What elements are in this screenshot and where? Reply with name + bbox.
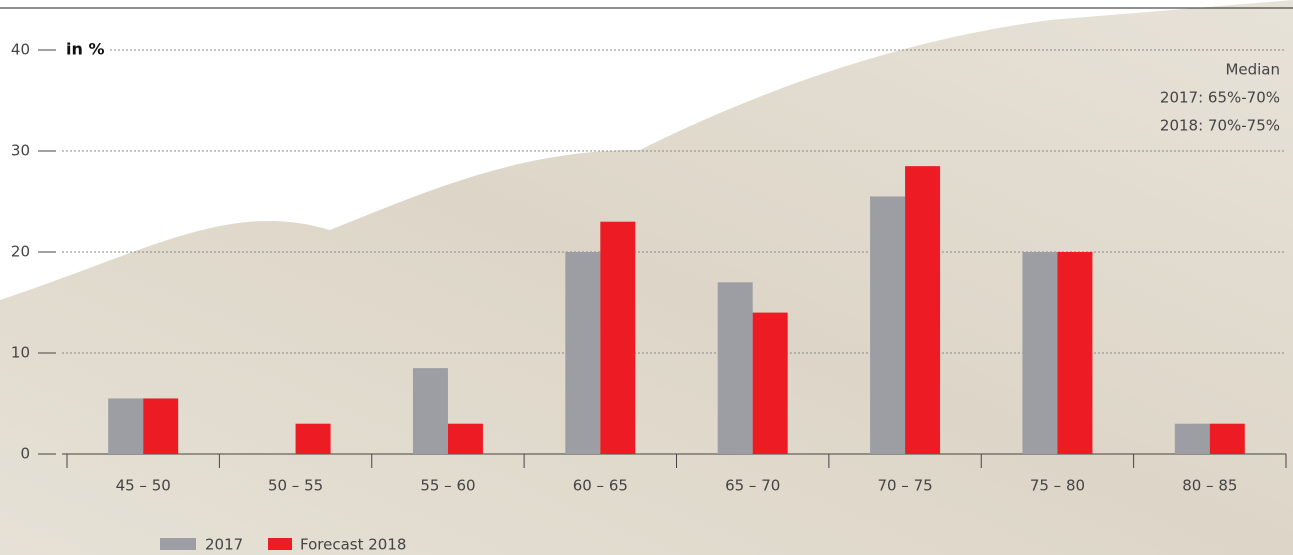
legend-swatch xyxy=(268,538,292,550)
bar xyxy=(1174,423,1210,454)
unit-label: in % xyxy=(66,40,104,59)
bar xyxy=(905,166,941,454)
annotation: 2018: 70%-75% xyxy=(1160,117,1280,135)
y-tick-label: 20 xyxy=(11,243,30,261)
bar xyxy=(565,252,601,454)
bar xyxy=(108,398,144,454)
legend-label: Forecast 2018 xyxy=(300,536,406,554)
bar xyxy=(295,423,331,454)
bar xyxy=(717,282,753,454)
bar xyxy=(143,398,179,454)
x-tick-label: 55 – 60 xyxy=(420,477,475,495)
bar xyxy=(600,221,636,454)
bar xyxy=(1022,252,1058,454)
y-tick-label: 0 xyxy=(20,445,30,463)
bar xyxy=(870,196,906,454)
bar xyxy=(412,368,448,454)
bar xyxy=(752,312,788,454)
bar xyxy=(1209,423,1245,454)
legend-swatch xyxy=(160,538,196,550)
x-tick-label: 60 – 65 xyxy=(573,477,628,495)
bar xyxy=(447,423,483,454)
annotation: Median xyxy=(1225,61,1280,79)
bar xyxy=(1057,252,1093,454)
x-tick-label: 70 – 75 xyxy=(877,477,932,495)
x-tick-label: 65 – 70 xyxy=(725,477,780,495)
y-tick-label: 10 xyxy=(11,344,30,362)
x-tick-label: 75 – 80 xyxy=(1030,477,1085,495)
y-tick-label: 30 xyxy=(11,142,30,160)
x-tick-label: 80 – 85 xyxy=(1182,477,1237,495)
y-tick-label: 40 xyxy=(11,41,30,59)
legend-label: 2017 xyxy=(205,536,243,554)
x-tick-label: 45 – 50 xyxy=(116,477,171,495)
x-tick-label: 50 – 55 xyxy=(268,477,323,495)
annotation: 2017: 65%-70% xyxy=(1160,89,1280,107)
